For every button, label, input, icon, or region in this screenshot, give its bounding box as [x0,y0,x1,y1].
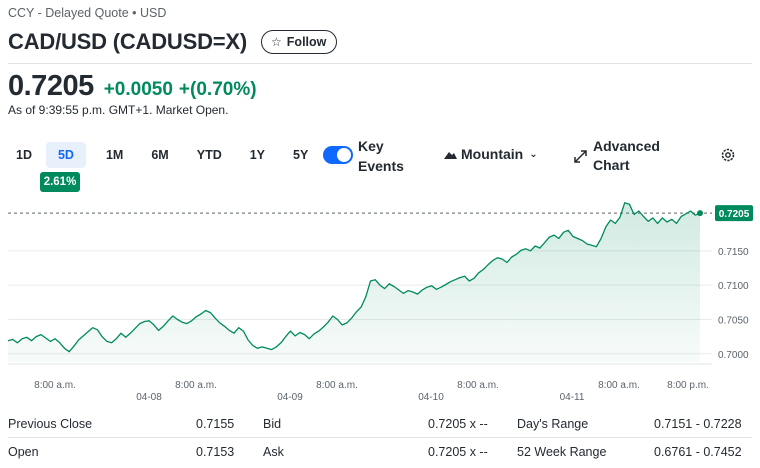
price-change-percent: +(0.70%) [178,79,257,100]
stat-label: Bid [263,417,282,431]
key-events-label: Key Events [358,138,404,174]
x-date-label: 04-11 [560,392,585,403]
stat-label: 52 Week Range [517,445,607,459]
y-tick-label: 0.7100 [718,281,749,292]
stats-row: Open 0.7153 Ask 0.7205 x -- 52 Week Rang… [8,438,752,466]
chart-type-label: Mountain [461,146,524,162]
x-tick-label: 8:00 a.m. [34,380,76,391]
x-tick-label: 8:00 a.m. [175,380,217,391]
stat-value: 0.6761 - 0.7452 [654,445,742,459]
range-tab-1m[interactable]: 1M [105,148,124,162]
period-change-badge: 2.61% [40,172,80,192]
page-title: CAD/USD (CADUSD=X) [8,29,248,54]
stat-value: 0.7205 x -- [428,445,488,459]
y-tick-label: 0.7000 [718,350,749,361]
stat-label: Ask [263,445,284,459]
x-tick-label: 8:00 a.m. [598,380,640,391]
range-tab-5d[interactable]: 5D [45,142,86,168]
stat-value: 0.7153 [196,445,235,459]
range-tab-1d[interactable]: 1D [16,148,32,162]
current-price-tag [715,205,753,222]
stat-value: 0.7155 [196,417,235,431]
expand-icon [574,149,587,163]
stat-label: Open [8,445,39,459]
stat-label: Day's Range [517,417,589,431]
range-tabs: 1D 5D 1M 6M YTD 1Y 5Y All [8,140,366,170]
range-tab-1y[interactable]: 1Y [249,148,266,162]
quote-meta: CCY - Delayed Quote • USD [8,6,167,20]
range-tab-5y[interactable]: 5Y [293,148,309,162]
x-date-label: 04-10 [418,392,444,403]
header-divider [8,63,752,64]
as-of-timestamp: As of 9:39:55 p.m. GMT+1. Market Open. [8,103,229,117]
key-events-toggle[interactable] [323,146,353,164]
price-change: +0.0050 [103,79,173,100]
y-tick-label: 0.7150 [718,247,749,258]
title-row: CAD/USD (CADUSD=X) ☆ Follow [8,28,338,56]
y-tick-label: 0.7050 [718,315,749,326]
range-tab-ytd[interactable]: YTD [196,148,222,162]
star-icon: ☆ [271,35,282,49]
x-date-label: 04-08 [136,392,162,403]
area-fill [8,202,700,362]
current-price: 0.7205 [8,70,94,102]
stat-label: Previous Close [8,417,93,431]
advanced-chart-button[interactable]: Advanced Chart [574,137,663,175]
chevron-down-icon: ⌄ [529,148,538,160]
follow-button[interactable]: ☆ Follow [261,30,338,54]
advanced-chart-label: Advanced Chart [593,138,660,173]
stats-row: Previous Close 0.7155 Bid 0.7205 x -- Da… [8,410,752,438]
x-tick-label: 8:00 p.m. [667,380,709,391]
price-row: 0.7205 +0.0050 +(0.70%) [8,70,257,103]
toggle-knob [337,148,351,162]
follow-label: Follow [286,35,327,49]
x-date-label: 04-09 [277,392,303,403]
stat-value: 0.7205 x -- [428,417,488,431]
price-line [7,202,701,353]
price-chart[interactable]: 0.7150 0.7100 0.7050 0.7000 0.7205 8:00 a.m. 8… [0,196,760,406]
chart-type-dropdown[interactable]: Mountain ⌄ [444,146,538,162]
mountain-icon [444,152,457,159]
last-price-dot [697,210,703,217]
x-tick-label: 8:00 a.m. [316,380,358,391]
gear-icon[interactable] [720,147,736,163]
stats-table: Previous Close 0.7155 Bid 0.7205 x -- Da… [8,410,752,466]
range-tab-6m[interactable]: 6M [151,148,169,162]
x-tick-label: 8:00 a.m. [457,380,499,391]
stat-value: 0.7151 - 0.7228 [654,417,742,431]
current-price-tag-label: 0.7205 [719,209,750,220]
